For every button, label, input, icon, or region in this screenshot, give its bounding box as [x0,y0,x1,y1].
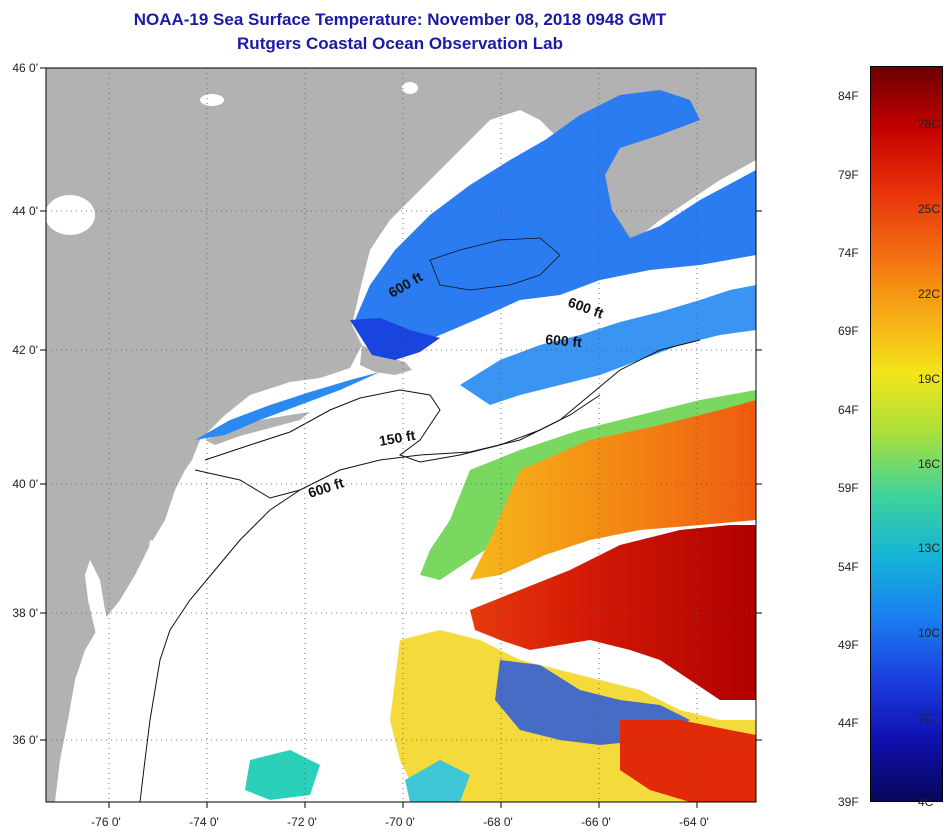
lon-label: -68 0' [483,815,513,829]
colorbar-c-label: 13C [918,541,941,555]
lon-label: -72 0' [287,815,317,829]
lon-label: -76 0' [91,815,121,829]
lat-label: 46 0' [12,61,38,75]
contour-600ft [194,339,701,499]
chesapeake-bay [85,560,118,700]
colorbar-f-label: 79F [838,168,859,182]
colorbar-f-label: 84F [838,89,859,103]
lat-label: 36 0' [12,733,38,747]
colorbar-c-label: 10C [918,626,941,640]
graticule [46,68,756,802]
lat-label: 38 0' [12,606,38,620]
lon-label: -64 0' [679,815,709,829]
contour-gulf-maine [429,237,561,291]
lon-label: -70 0' [385,815,415,829]
lake [46,195,95,235]
contour-label: 600 ft [545,331,583,350]
colorbar-c-label: 22C [918,287,941,301]
sst-gulf-stream [470,525,756,700]
land-long-island [205,412,310,445]
colorbar-f-label: 44F [838,716,859,730]
sst-cyan-patch [405,760,470,802]
sst-gulf-of-maine-deep [350,318,440,360]
sst-warm-band [470,400,756,580]
colorbar-f-label: 64F [838,403,859,417]
colorbar-f-label: 39F [838,795,859,809]
lon-label: -74 0' [189,815,219,829]
contour-600ft-south [139,489,301,802]
colorbar-f-label: 59F [838,481,859,495]
sst-cyan-patch [245,750,320,800]
sst-georges-bank [460,285,756,405]
sst-south-red [620,720,756,802]
land-nova-scotia [595,120,756,248]
colorbar-c-label: 25C [918,202,941,216]
contour-label: 150 ft [378,427,417,449]
map-title: NOAA-19 Sea Surface Temperature: Novembe… [133,10,667,29]
delaware-bay [148,540,170,565]
colorbar-c-label: 7C [918,711,934,725]
lake [402,82,418,94]
axis-ticks [40,67,762,808]
sst-sne-shelf [195,372,380,440]
colorbar-c-label: 16C [918,457,941,471]
colorbar-f-label: 54F [838,560,859,574]
lat-label: 44 0' [12,204,38,218]
map-subtitle: Rutgers Coastal Ocean Observation Lab [237,34,563,53]
lon-label: -66 0' [581,815,611,829]
colorbar-c-label: 19C [918,372,941,386]
temperature-colorbar [870,66,943,802]
map-frame [45,67,757,803]
lat-label: 42 0' [12,343,38,357]
lake [200,94,224,106]
colorbar-f-label: 69F [838,324,859,338]
contour-150ft [204,389,601,463]
land-mainland [46,68,756,802]
colorbar-f-label: 74F [838,246,859,260]
colorbar-f-label: 49F [838,638,859,652]
colorbar-c-label: 4C [918,795,934,809]
lat-label: 40 0' [12,477,38,491]
sst-gulf-of-maine [355,90,756,355]
colorbar-c-label: 28C [918,117,941,131]
